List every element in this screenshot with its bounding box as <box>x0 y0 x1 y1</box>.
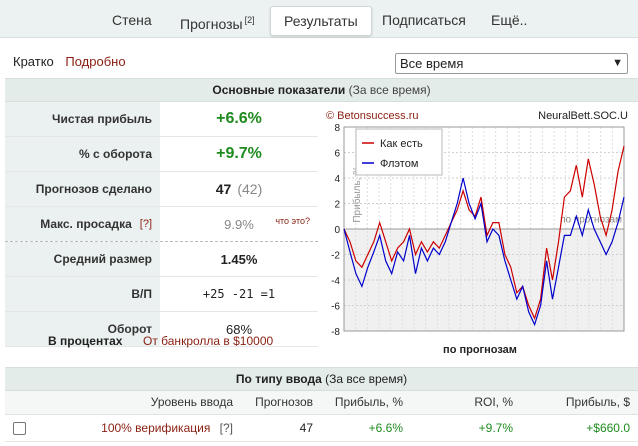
profit-usd-cell: +$660.0 <box>521 414 638 442</box>
tab-wall[interactable]: Стена <box>112 0 152 38</box>
tab-forecasts-label: Прогнозы <box>180 16 243 32</box>
what-is-this-link[interactable]: что это? <box>275 216 310 226</box>
level-cell: 100% верификация [?] <box>33 414 241 442</box>
forecasts-cell: 47 <box>241 414 321 442</box>
stat-label: Чистая прибыль <box>5 102 160 136</box>
tab-results[interactable]: Результаты <box>270 6 372 36</box>
tab-forecasts-badge: [2] <box>244 15 255 25</box>
stat-row-average-size: Средний размер 1.45% <box>5 242 318 277</box>
column-header: ROI, % <box>411 391 521 415</box>
y-tick-label: -2 <box>331 251 340 262</box>
stat-label: % с оборота <box>5 137 160 171</box>
stat-value: 9.9% <box>224 216 254 232</box>
chart-legend <box>355 128 443 176</box>
y-tick-label: 0 <box>334 225 340 236</box>
roi-cell: +9.7% <box>411 414 521 442</box>
stat-row-forecasts-made: Прогнозов сделано 47 (42) <box>5 172 318 207</box>
checkbox-header <box>5 391 33 415</box>
period-select[interactable]: Все время ▼ <box>395 53 628 74</box>
percent-label: В процентах <box>48 334 123 348</box>
stat-row-turnover-pct: % с оборота +9.7% <box>5 137 318 172</box>
input-type-table: Уровень ввода Прогнозов Прибыль, % ROI, … <box>5 391 638 442</box>
row-checkbox[interactable] <box>12 421 26 435</box>
stat-value: +6.6% <box>216 110 262 127</box>
stat-label: Макс. просадка <box>40 217 132 231</box>
y-tick-label: 6 <box>334 149 340 160</box>
stat-row-net-profit: Чистая прибыль +6.6% <box>5 102 318 137</box>
stat-value: 1.45% <box>220 251 258 267</box>
main-stats-title: Основные показатели <box>212 83 346 97</box>
tab-more[interactable]: Ещё.. <box>491 0 527 38</box>
tab-subscribe-label: Подписаться <box>382 12 466 28</box>
profit-chart: -8 -6 -4 -2 0 2 4 6 8 © Betonsuccess.ru NeuralBett… <box>322 107 632 338</box>
stat-label-container: Макс. просадка [?] <box>5 207 160 241</box>
tab-forecasts[interactable]: Прогнозы [2] <box>180 0 255 38</box>
legend-label: Флэтом <box>380 158 418 170</box>
input-type-title: По типу ввода <box>235 372 322 386</box>
column-header: Прогнозов <box>241 391 321 415</box>
stat-value: +9.7% <box>216 145 262 162</box>
view-brief-link[interactable]: Кратко <box>13 54 54 69</box>
stat-secondary-value: (42) <box>237 181 263 197</box>
table-header-row: Уровень ввода Прогнозов Прибыль, % ROI, … <box>5 391 638 415</box>
row-checkbox-cell <box>5 414 33 442</box>
legend-label: Как есть <box>380 138 423 150</box>
tab-more-label: Ещё.. <box>491 12 528 28</box>
chart-watermark-right: NeuralBett.SOC.U <box>538 110 628 122</box>
view-detailed-link[interactable]: Подробно <box>65 54 126 69</box>
help-link[interactable]: [?] <box>139 218 152 230</box>
level-link[interactable]: 100% верификация <box>101 420 211 435</box>
stat-row-max-drawdown: Макс. просадка [?] 9.9% что это? <box>5 207 318 242</box>
y-tick-label: 8 <box>334 123 340 134</box>
y-tick-label: -8 <box>331 327 340 337</box>
column-header: Прибыль, $ <box>521 391 638 415</box>
chart-watermark-left: © Betonsuccess.ru <box>326 110 418 122</box>
stat-row-win-loss: В/П +25 -21 =1 <box>5 277 318 312</box>
y-tick-label: -4 <box>331 276 340 287</box>
main-stats-subtitle: (За все время) <box>348 83 431 97</box>
help-link[interactable]: [?] <box>219 420 233 435</box>
series-line-2 <box>343 177 625 327</box>
stat-value: +25 -21 =1 <box>202 287 276 301</box>
profit-chart-svg: -8 -6 -4 -2 0 2 4 6 8© Betonsuccess.ru NeuralBett… <box>322 107 632 338</box>
column-header: Прибыль, % <box>321 391 411 415</box>
y-tick-label: 4 <box>334 174 340 185</box>
stat-label: Средний размер <box>5 242 160 276</box>
stat-label: Прогнозов сделано <box>5 172 160 206</box>
period-select-value: Все время <box>400 56 464 71</box>
chevron-down-icon: ▼ <box>612 57 623 69</box>
stat-label: Оборот <box>5 312 160 346</box>
tab-wall-label: Стена <box>112 12 152 28</box>
tab-results-label: Результаты <box>284 13 358 29</box>
series-line-1 <box>343 145 625 320</box>
tab-subscribe[interactable]: Подписаться <box>382 0 466 38</box>
view-toggle: Кратко Подробно <box>13 54 126 69</box>
stats-table: Чистая прибыль +6.6% % с оборота +9.7% П… <box>5 102 318 347</box>
chart-x-label: по прогнозам <box>443 344 517 356</box>
table-row: 100% верификация [?] 47 +6.6% +9.7% +$66… <box>5 414 638 442</box>
main-stats-header: Основные показатели (За все время) <box>5 78 638 102</box>
column-header: Уровень ввода <box>33 391 241 415</box>
stat-row-turnover: Оборот 68% <box>5 312 318 347</box>
input-type-subtitle: (За все время) <box>325 372 408 386</box>
stat-value: 47 <box>215 181 232 197</box>
bankroll-link[interactable]: От банкролла в $10000 <box>143 334 274 348</box>
stat-label: В/П <box>5 277 160 311</box>
stat-value: 68% <box>225 321 253 337</box>
top-navigation: Стена Прогнозы [2] Результаты Подписаться… <box>0 0 638 38</box>
profit-pct-cell: +6.6% <box>321 414 411 442</box>
y-tick-label: -6 <box>331 302 340 313</box>
input-type-header: По типу ввода (За все время) <box>5 367 638 391</box>
y-tick-label: 2 <box>334 200 340 211</box>
chart-y-label: Прибыль, % <box>351 166 363 223</box>
